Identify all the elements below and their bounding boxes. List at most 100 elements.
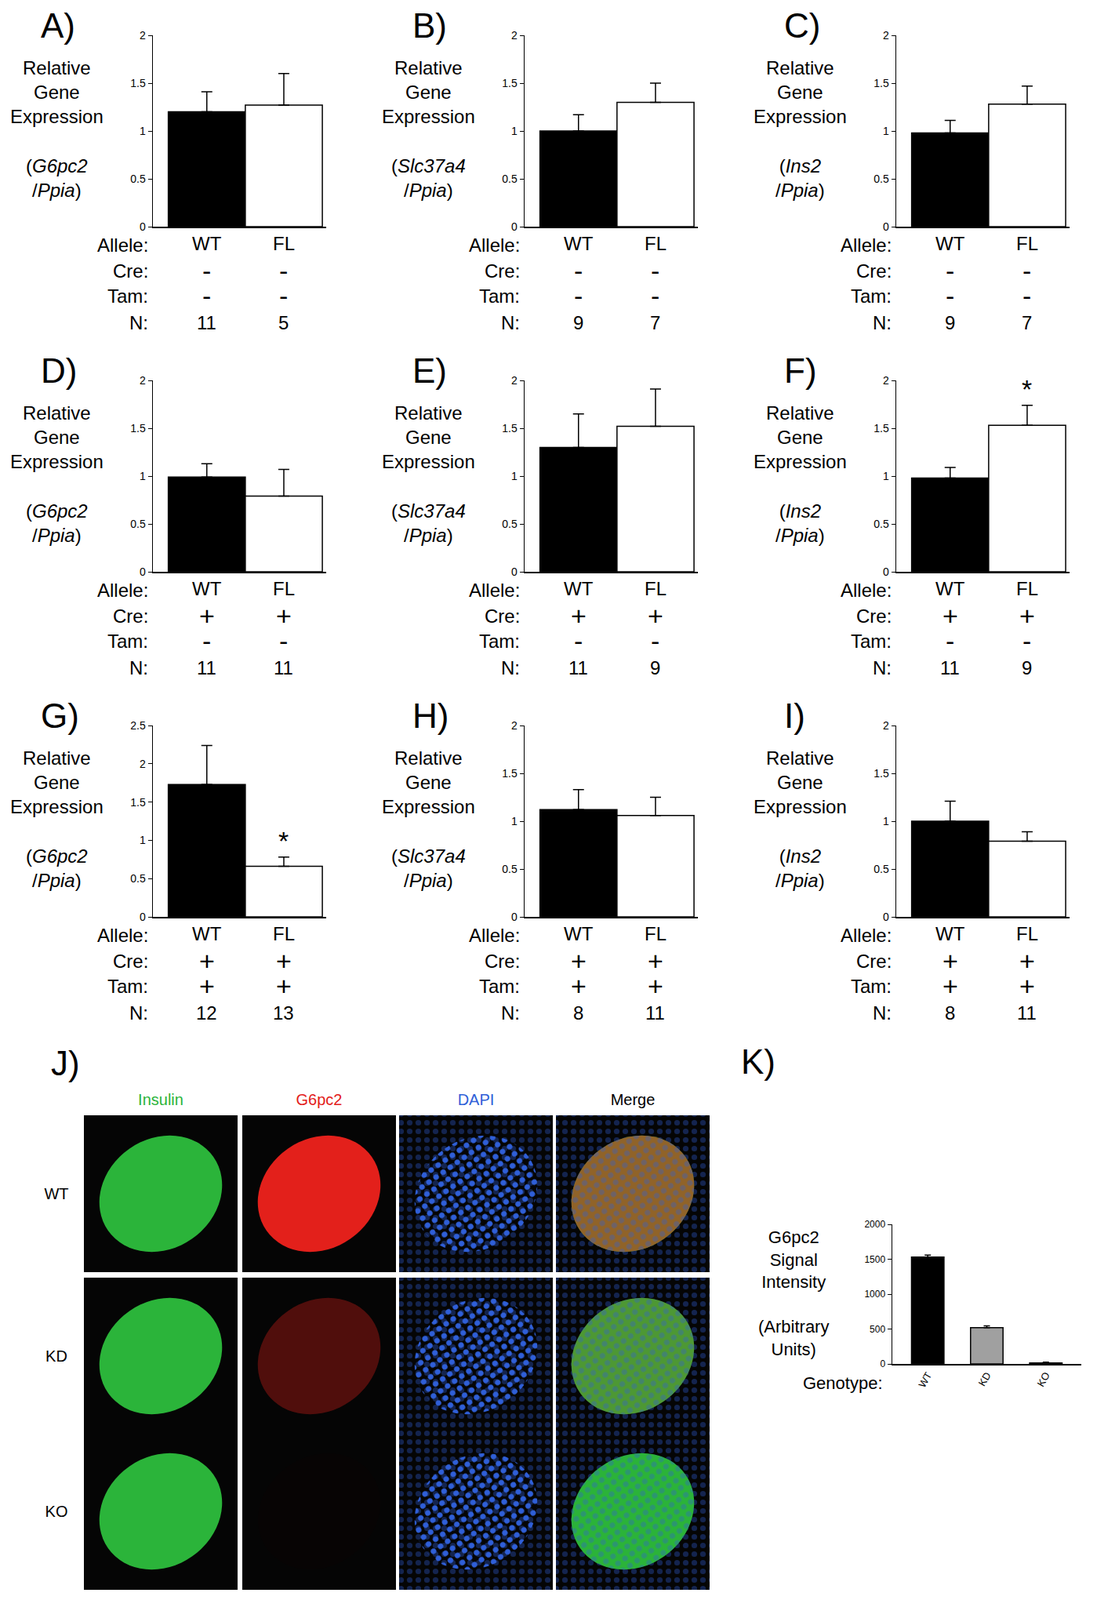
svg-text:-: - — [279, 280, 288, 311]
svg-text:2: 2 — [882, 719, 890, 732]
svg-text:1.5: 1.5 — [130, 795, 146, 809]
svg-text:FL: FL — [272, 232, 295, 255]
svg-text:0: 0 — [139, 220, 146, 233]
svg-text:*: * — [278, 825, 289, 856]
svg-text:Tam:: Tam: — [107, 630, 149, 652]
svg-text:1000: 1000 — [864, 1288, 886, 1300]
svg-text:Cre:: Cre: — [484, 260, 520, 282]
svg-text:1: 1 — [511, 814, 518, 828]
svg-text:Tam:: Tam: — [479, 630, 520, 652]
svg-text:WT: WT — [915, 1369, 934, 1390]
svg-text:RelativeGeneExpression(Ins2/Pp: RelativeGeneExpression(Ins2/Ppia) — [753, 747, 847, 891]
svg-text:WT: WT — [563, 232, 594, 255]
svg-text:G): G) — [40, 696, 80, 735]
svg-text:G6pc2: G6pc2 — [296, 1090, 343, 1108]
svg-text:FL: FL — [272, 922, 295, 945]
svg-text:Allele:: Allele: — [468, 234, 520, 256]
svg-text:0: 0 — [511, 220, 518, 233]
svg-text:8: 8 — [573, 1002, 584, 1024]
svg-text:7: 7 — [650, 312, 661, 334]
svg-text:FL: FL — [644, 577, 667, 600]
svg-text:0: 0 — [511, 910, 518, 923]
svg-text:1.5: 1.5 — [501, 76, 518, 90]
svg-text:Tam:: Tam: — [107, 975, 149, 997]
svg-text:WT: WT — [192, 577, 222, 600]
svg-text:2: 2 — [511, 374, 518, 387]
svg-text:+: + — [647, 600, 664, 631]
svg-text:11: 11 — [940, 657, 960, 679]
svg-text:2: 2 — [139, 757, 146, 770]
svg-text:2: 2 — [882, 29, 890, 42]
svg-text:FL: FL — [272, 577, 295, 600]
svg-text:1: 1 — [882, 814, 890, 828]
svg-text:1.5: 1.5 — [501, 766, 518, 780]
svg-text:Allele:: Allele: — [468, 579, 520, 601]
svg-text:RelativeGeneExpression(G6pc2/P: RelativeGeneExpression(G6pc2/Ppia) — [10, 57, 104, 201]
svg-text:1: 1 — [139, 124, 146, 138]
svg-text:-: - — [650, 625, 660, 656]
svg-text:0: 0 — [511, 565, 518, 578]
svg-text:Cre:: Cre: — [112, 260, 149, 282]
svg-text:Allele:: Allele: — [97, 234, 149, 256]
svg-text:0.5: 0.5 — [501, 172, 518, 186]
svg-text:2000: 2000 — [864, 1218, 886, 1230]
svg-text:0: 0 — [882, 910, 890, 923]
svg-text:Merge: Merge — [610, 1090, 656, 1108]
svg-text:J): J) — [50, 1043, 80, 1083]
svg-text:11: 11 — [645, 1002, 665, 1024]
svg-text:-: - — [573, 280, 583, 311]
svg-text:+: + — [942, 945, 959, 976]
svg-text:-: - — [1022, 625, 1032, 656]
svg-text:0.5: 0.5 — [130, 871, 146, 885]
svg-text:2: 2 — [882, 374, 890, 387]
svg-text:0.5: 0.5 — [873, 172, 890, 186]
svg-text:+: + — [647, 945, 664, 976]
svg-text:-: - — [945, 280, 955, 311]
svg-text:9: 9 — [650, 657, 661, 679]
svg-text:9: 9 — [1021, 657, 1032, 679]
svg-text:N:: N: — [872, 1002, 892, 1024]
svg-text:Genotype:: Genotype: — [802, 1372, 883, 1393]
svg-text:2: 2 — [139, 29, 146, 42]
svg-text:1: 1 — [139, 833, 146, 847]
svg-text:Allele:: Allele: — [468, 924, 520, 946]
svg-text:FL: FL — [644, 232, 667, 255]
svg-text:1.5: 1.5 — [130, 421, 146, 435]
svg-text:0: 0 — [879, 1358, 886, 1370]
svg-text:FL: FL — [1016, 577, 1039, 600]
svg-text:Tam:: Tam: — [479, 975, 520, 997]
svg-text:FL: FL — [644, 922, 667, 945]
svg-text:Cre:: Cre: — [856, 605, 892, 627]
svg-text:11: 11 — [273, 657, 294, 679]
svg-text:Tam:: Tam: — [850, 630, 892, 652]
svg-text:1: 1 — [882, 124, 890, 138]
svg-text:Allele:: Allele: — [840, 924, 892, 946]
svg-text:0: 0 — [139, 565, 146, 578]
svg-text:0.5: 0.5 — [130, 517, 146, 531]
svg-text:N:: N: — [501, 1002, 520, 1024]
svg-text:1: 1 — [882, 469, 890, 483]
svg-text:13: 13 — [272, 1002, 295, 1024]
svg-text:-: - — [945, 255, 955, 286]
svg-text:FL: FL — [1016, 232, 1039, 255]
svg-text:N:: N: — [129, 312, 149, 334]
svg-text:RelativeGeneExpression(Slc37a4: RelativeGeneExpression(Slc37a4/Ppia) — [381, 747, 476, 891]
svg-text:RelativeGeneExpression(G6pc2/P: RelativeGeneExpression(G6pc2/Ppia) — [10, 402, 104, 546]
svg-text:7: 7 — [1021, 312, 1032, 334]
svg-text:+: + — [1019, 970, 1036, 1001]
svg-text:2: 2 — [139, 374, 146, 387]
svg-text:5: 5 — [278, 312, 289, 334]
svg-text:Tam:: Tam: — [850, 285, 892, 307]
svg-text:N:: N: — [872, 657, 892, 679]
svg-text:I): I) — [784, 696, 806, 735]
svg-text:Allele:: Allele: — [97, 924, 149, 946]
svg-text:1.5: 1.5 — [873, 421, 890, 435]
svg-text:-: - — [1022, 280, 1032, 311]
svg-text:-: - — [573, 255, 583, 286]
svg-text:RelativeGeneExpression(Slc37a4: RelativeGeneExpression(Slc37a4/Ppia) — [381, 57, 476, 201]
svg-text:H): H) — [412, 696, 449, 735]
svg-text:DAPI: DAPI — [457, 1090, 495, 1108]
svg-text:-: - — [279, 625, 288, 656]
svg-text:2: 2 — [511, 29, 518, 42]
svg-text:WT: WT — [192, 922, 222, 945]
